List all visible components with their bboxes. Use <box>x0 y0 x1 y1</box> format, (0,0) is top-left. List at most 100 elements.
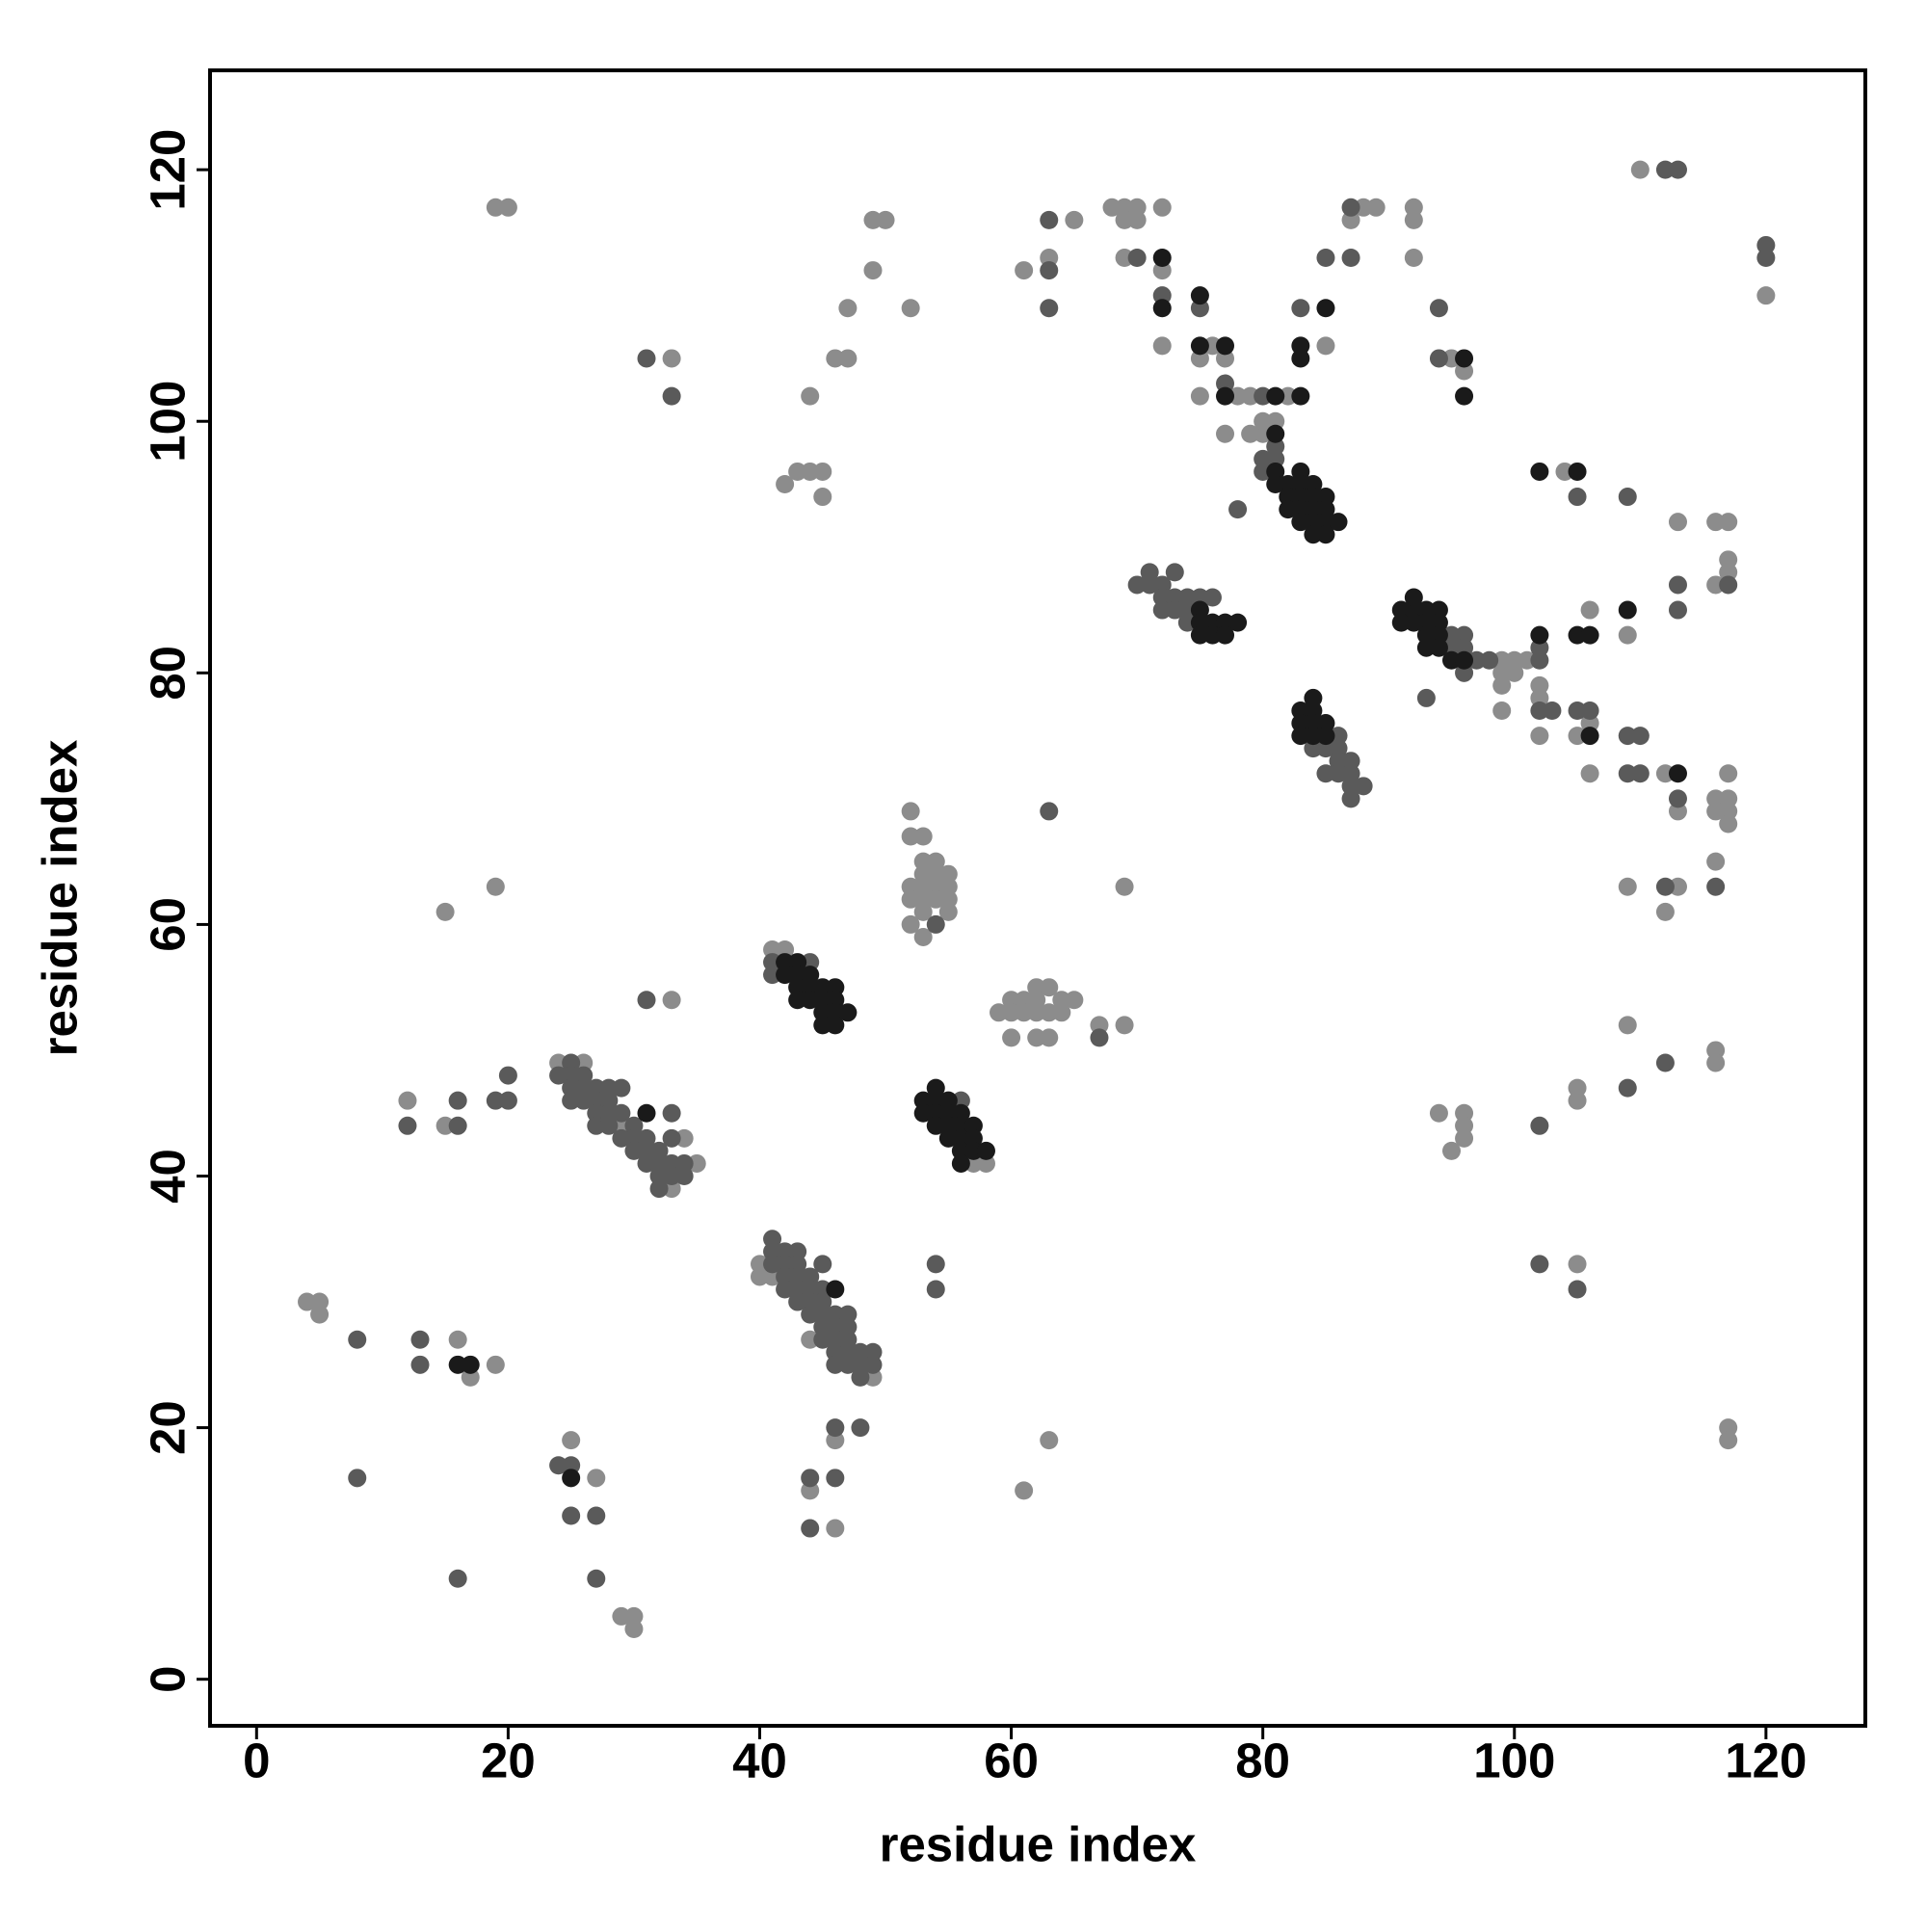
point <box>498 1091 517 1110</box>
point <box>1492 650 1512 670</box>
point <box>1618 488 1637 507</box>
point <box>662 1103 681 1123</box>
point <box>599 1078 619 1098</box>
point <box>826 991 845 1010</box>
point <box>448 1330 467 1349</box>
point <box>1216 349 1235 368</box>
point <box>587 1078 606 1098</box>
point <box>788 978 807 997</box>
point <box>549 1066 568 1085</box>
point <box>1455 1128 1474 1148</box>
point <box>1391 613 1411 632</box>
point <box>1115 1016 1134 1035</box>
point <box>801 1481 820 1500</box>
point <box>1530 675 1549 695</box>
point <box>976 1153 995 1173</box>
y-tick-label: 80 <box>140 646 195 701</box>
point <box>1568 462 1587 481</box>
point <box>599 1116 619 1135</box>
point <box>587 1469 606 1488</box>
point <box>1492 701 1512 720</box>
point <box>938 1116 958 1135</box>
point <box>1668 802 1687 821</box>
point <box>913 889 933 909</box>
point <box>1429 613 1448 632</box>
point <box>612 1128 631 1148</box>
point <box>838 1330 858 1349</box>
point <box>901 877 920 896</box>
point <box>813 488 832 507</box>
point <box>1455 349 1474 368</box>
point <box>750 1267 769 1286</box>
point <box>801 1267 820 1286</box>
point <box>624 1606 644 1626</box>
point <box>1291 349 1310 368</box>
point <box>1027 1028 1046 1047</box>
point <box>1140 563 1159 582</box>
point <box>1655 902 1675 921</box>
point <box>1455 663 1474 682</box>
point <box>1152 336 1172 356</box>
point <box>838 1317 858 1337</box>
point <box>964 1116 983 1135</box>
point <box>1518 650 1537 670</box>
point <box>612 1606 631 1626</box>
point <box>1719 1418 1738 1438</box>
point <box>1304 688 1323 707</box>
point <box>549 1456 568 1475</box>
y-tick-label: 40 <box>140 1149 195 1204</box>
point <box>788 1292 807 1311</box>
point <box>410 1330 430 1349</box>
point <box>1190 336 1209 356</box>
point <box>574 1066 594 1085</box>
point <box>1177 600 1197 620</box>
point <box>951 1103 970 1123</box>
point <box>1618 727 1637 746</box>
point <box>763 1230 782 1249</box>
point <box>801 1292 820 1311</box>
point <box>587 1569 606 1588</box>
point <box>1580 714 1599 733</box>
point <box>1165 588 1184 607</box>
point <box>851 1418 870 1438</box>
point <box>662 1179 681 1199</box>
point <box>926 1103 945 1123</box>
point <box>1580 600 1599 620</box>
point <box>1655 764 1675 783</box>
point <box>1040 210 1059 229</box>
point <box>1455 650 1474 670</box>
point <box>776 1280 795 1299</box>
point <box>1492 663 1512 682</box>
point <box>1228 386 1248 406</box>
point <box>1706 877 1726 896</box>
point <box>1316 488 1335 507</box>
point <box>926 1091 945 1110</box>
point <box>574 1091 594 1110</box>
point <box>1127 210 1147 229</box>
point <box>951 1128 970 1148</box>
point <box>1266 449 1285 468</box>
point <box>310 1305 330 1324</box>
point <box>1416 613 1436 632</box>
point <box>1152 261 1172 280</box>
point <box>1177 613 1197 632</box>
point <box>587 1091 606 1110</box>
point <box>1266 424 1285 443</box>
point <box>1429 600 1448 620</box>
point <box>1756 235 1776 254</box>
x-tick-label: 120 <box>1725 1733 1807 1787</box>
point <box>674 1167 694 1186</box>
point <box>1618 877 1637 896</box>
plot-frame <box>208 68 1867 1728</box>
point <box>1090 1028 1109 1047</box>
point <box>674 1153 694 1173</box>
point <box>1266 475 1285 493</box>
point <box>1241 424 1260 443</box>
point <box>1580 764 1599 783</box>
point <box>913 827 933 846</box>
point <box>1655 160 1675 179</box>
x-tick-label: 80 <box>1235 1733 1290 1787</box>
point <box>1668 764 1687 783</box>
point <box>1216 613 1235 632</box>
